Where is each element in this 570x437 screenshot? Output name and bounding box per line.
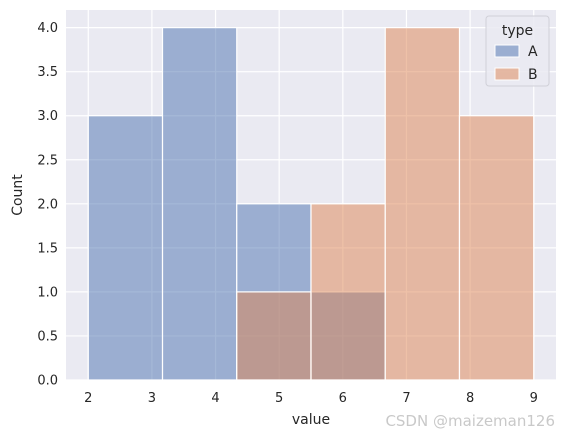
y-tick-label: 2.0: [37, 197, 58, 212]
legend-label-b: B: [528, 67, 538, 83]
y-tick-label: 2.5: [37, 153, 58, 168]
legend-swatch-a: [494, 44, 520, 58]
x-tick-label: 2: [84, 391, 92, 406]
bar-b-bin-2: [236, 291, 312, 381]
legend-swatch-b: [494, 67, 520, 81]
y-tick-label: 3.0: [37, 109, 58, 124]
watermark: CSDN @maizeman126: [385, 412, 555, 430]
y-tick-label: 0.5: [37, 329, 58, 344]
y-tick-label: 4.0: [37, 21, 58, 36]
x-tick-label: 6: [339, 391, 347, 406]
bar-b-bin-3: [310, 203, 386, 381]
bar-b-bin-5: [458, 115, 535, 381]
bars: [87, 27, 535, 381]
bar-b-bin-4: [384, 27, 461, 381]
y-tick-label: 1.0: [37, 285, 58, 300]
y-tick-label: 0.0: [37, 374, 58, 389]
x-tick-label: 5: [275, 391, 283, 406]
x-tick-label: 3: [148, 391, 156, 406]
x-tick-label: 9: [530, 391, 538, 406]
x-tick-label: 8: [466, 391, 474, 406]
bar-a-bin-0: [87, 115, 164, 381]
legend: type A B: [485, 15, 550, 87]
y-tick-label: 1.5: [37, 241, 58, 256]
bar-a-bin-1: [161, 27, 238, 381]
x-tick-labels: 2 3 4 5 6 7 8 9: [84, 391, 538, 406]
y-tick-labels: 0.0 0.5 1.0 1.5 2.0 2.5 3.0 3.5 4.0: [37, 21, 58, 388]
x-axis-label: value: [292, 412, 330, 428]
x-tick-label: 7: [402, 391, 410, 406]
y-tick-label: 3.5: [37, 65, 58, 80]
legend-title: type: [502, 23, 533, 39]
y-axis-label: Count: [10, 174, 26, 216]
x-tick-label: 4: [211, 391, 219, 406]
legend-label-a: A: [528, 44, 538, 60]
